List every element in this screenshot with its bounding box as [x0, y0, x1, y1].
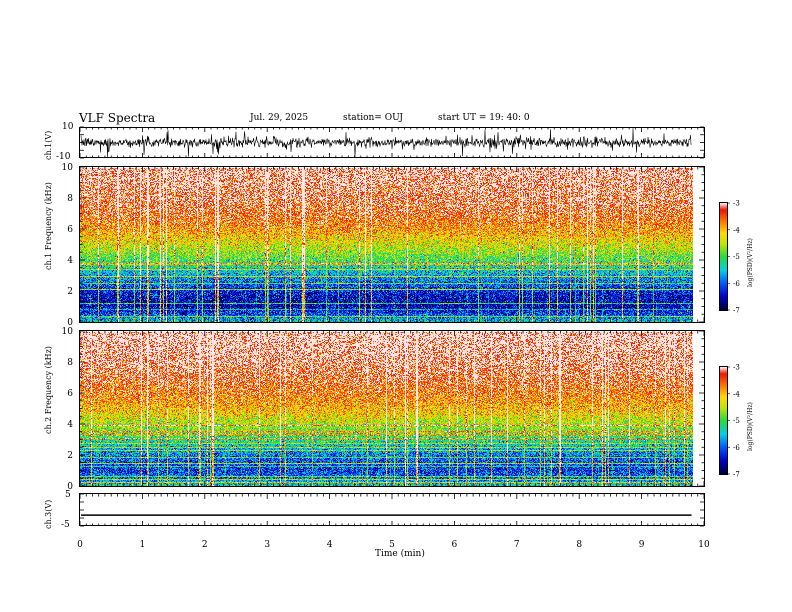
ch1-spectrogram-frame: [79, 166, 705, 323]
x-tick-label-7: 7: [514, 540, 520, 550]
ch1-spectrogram: [80, 168, 693, 322]
ch3-ytick-top: 5: [65, 490, 71, 500]
ch2-colorbar-tick--7: -7: [733, 471, 740, 479]
ch1-ytick-top: 10: [62, 122, 74, 132]
start-time-label: start UT = 19: 40: 0: [438, 113, 530, 123]
ch2-freq-tick-label-6: 6: [67, 389, 73, 399]
ch2-freq-tick-label-0: 0: [67, 482, 73, 492]
x-tick-label-8: 8: [576, 540, 582, 550]
ch2-colorbar-tick--3: -3: [733, 364, 740, 372]
ch3-ytick-bottom: -5: [61, 520, 70, 530]
ch1-freq-tick-label-2: 2: [67, 287, 73, 297]
ch1-ytick-bottom: -10: [56, 152, 71, 162]
ch1-colorbar-tick--6: -6: [733, 280, 740, 288]
x-tick-label-5: 5: [389, 540, 395, 550]
ch1-colorbar-tick--5: -5: [733, 253, 740, 261]
x-tick-label-6: 6: [452, 540, 458, 550]
ch2-spectrogram: [80, 332, 693, 486]
ch1-freq-tick-label-10: 10: [62, 163, 74, 173]
station-label: station= OUJ: [343, 113, 404, 123]
ch1-freq-tick-label-8: 8: [67, 194, 73, 204]
ch1-waveform-trace: [80, 128, 692, 158]
ch1-freq-tick-label-4: 4: [67, 256, 73, 266]
ch1-freq-tick-label-0: 0: [67, 318, 73, 328]
x-tick-label-9: 9: [639, 540, 645, 550]
x-tick-label-10: 10: [698, 540, 710, 550]
ch1-colorbar-tick--7: -7: [733, 307, 740, 315]
x-tick-label-4: 4: [327, 540, 333, 550]
ch1-freq-tick-label-6: 6: [67, 225, 73, 235]
x-tick-label-1: 1: [140, 540, 146, 550]
ch1-colorbar-tick--4: -4: [733, 226, 740, 234]
plot-title: VLF Spectra: [79, 111, 156, 125]
ch2-colorbar-tick--4: -4: [733, 390, 740, 398]
ch1-colorbar-tick--3: -3: [733, 200, 740, 208]
ch1-colorbar: [720, 203, 727, 310]
ch2-freq-tick-label-4: 4: [67, 420, 73, 430]
ch2-colorbar-tick--6: -6: [733, 444, 740, 452]
ch2-spectrogram-frame: [79, 330, 705, 487]
x-axis-title: Time (min): [375, 549, 425, 559]
ch2-freq-tick-label-8: 8: [67, 358, 73, 368]
ch2-freq-tick-label-10: 10: [62, 327, 74, 337]
x-tick-label-3: 3: [264, 540, 270, 550]
x-tick-label-2: 2: [202, 540, 208, 550]
ch2-freq-tick-label-2: 2: [67, 451, 73, 461]
date-label: Jul. 29, 2025: [250, 113, 309, 123]
ch2-colorbar: [720, 367, 727, 474]
ch2-colorbar-tick--5: -5: [733, 417, 740, 425]
x-tick-label-0: 0: [77, 540, 83, 550]
